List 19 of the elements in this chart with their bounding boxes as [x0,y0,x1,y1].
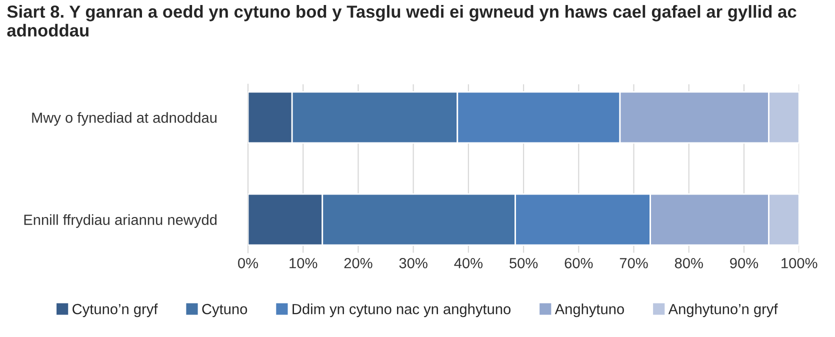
y-tick-label: Mwy o fynediad at adnoddau [32,112,216,126]
x-tick-label: 0% [238,258,258,268]
x-tick-label: 20% [344,258,372,268]
legend-label: Cytuno’n gryf [72,304,158,318]
x-tick-label: 40% [454,258,483,268]
legend-label: Anghytuno [554,304,624,318]
x-tick-label: 70% [620,258,648,268]
x-tick-label: 30% [399,258,428,268]
chart-title: Siart 8. Y ganran a oedd yn cytuno bod y Tasglu wedi ei gwneud yn haws cael gafael ar gyllid ac adnoddau [7,5,796,37]
legend-label: Ddim yn cytuno nac yn anghytuno [292,304,511,318]
x-tick-label: 80% [674,258,703,268]
legend-label: Cytuno [202,304,248,318]
x-tick-label: 50% [510,258,538,268]
x-tick-label: 90% [730,258,758,268]
x-tick-label: 100% [782,258,818,268]
legend-label: Anghytuno’n gryf [668,304,778,318]
y-tick-label: Ennill ffrydiau ariannu newydd [24,214,217,228]
x-tick-label: 60% [564,258,593,268]
x-tick-label: 10% [290,258,318,268]
